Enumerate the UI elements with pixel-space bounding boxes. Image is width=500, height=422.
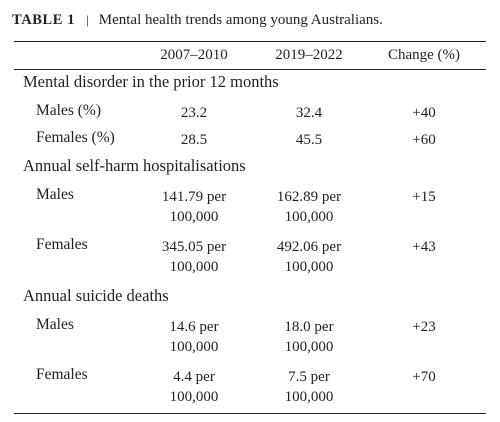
table-cell: 28.5: [180, 132, 208, 148]
table-cell: +70: [412, 369, 436, 385]
section-title-self-harm: Annual self-harm hospitalisations: [23, 156, 246, 175]
top-rule: [14, 41, 486, 43]
bottom-rule: [14, 413, 486, 415]
section-title-suicide-deaths: Annual suicide deaths: [23, 286, 169, 305]
table-cell: 7.5 per 100,000: [284, 369, 334, 405]
row-label: Males: [36, 186, 74, 203]
table-cell: 45.5: [295, 132, 323, 148]
header-rule: [14, 69, 486, 70]
section-title-mental-disorder: Mental disorder in the prior 12 months: [23, 72, 279, 91]
table-cell: +15: [412, 189, 436, 205]
table-cell: 18.0 per 100,000: [284, 319, 334, 355]
table-title: Mental health trends among young Austral…: [98, 12, 383, 28]
table-cell: 345.05 per 100,000: [161, 239, 227, 275]
column-header-change: Change (%): [387, 47, 461, 63]
table-cell: 4.4 per 100,000: [169, 369, 219, 405]
table-cell: +23: [412, 319, 436, 335]
row-label: Females: [36, 236, 88, 253]
row-label: Females (%): [36, 129, 115, 146]
table-cell: 492.06 per 100,000: [276, 239, 342, 275]
table-cell: 14.6 per 100,000: [169, 319, 219, 355]
table-caption: TABLE 1 | Mental health trends among young…: [12, 12, 383, 29]
table-cell: +60: [412, 132, 436, 148]
row-label: Males: [36, 316, 74, 333]
table-cell: +43: [412, 239, 436, 255]
table-label: TABLE 1: [12, 12, 76, 28]
table-cell: 32.4: [295, 105, 323, 121]
table-cell: +40: [412, 105, 436, 121]
table-cell: 23.2: [180, 105, 208, 121]
row-label: Females: [36, 366, 88, 383]
table-cell: 141.79 per 100,000: [161, 189, 227, 225]
table-cell: 162.89 per 100,000: [276, 189, 342, 225]
caption-separator: |: [86, 12, 89, 27]
column-header-2019-2022: 2019–2022: [275, 47, 343, 63]
row-label: Males (%): [36, 102, 101, 119]
column-header-2007-2010: 2007–2010: [160, 47, 228, 63]
